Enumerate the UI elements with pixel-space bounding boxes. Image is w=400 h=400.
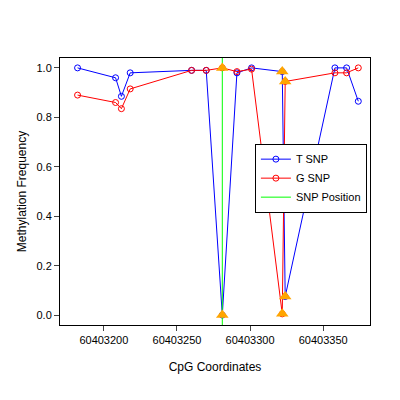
svg-text:1.0: 1.0 [37, 62, 52, 74]
svg-text:0.6: 0.6 [37, 161, 52, 173]
svg-text:CpG Coordinates: CpG Coordinates [169, 360, 262, 374]
svg-text:G SNP: G SNP [296, 172, 330, 184]
svg-text:0.0: 0.0 [37, 309, 52, 321]
svg-text:SNP Position: SNP Position [296, 191, 361, 203]
svg-text:60403350: 60403350 [299, 334, 348, 346]
svg-text:0.2: 0.2 [37, 260, 52, 272]
svg-text:60403200: 60403200 [79, 334, 128, 346]
svg-text:60403250: 60403250 [153, 334, 202, 346]
svg-text:0.8: 0.8 [37, 111, 52, 123]
svg-text:Methylation Frequency: Methylation Frequency [15, 131, 29, 252]
svg-text:0.4: 0.4 [37, 210, 52, 222]
svg-text:60403300: 60403300 [226, 334, 275, 346]
svg-text:T SNP: T SNP [296, 153, 328, 165]
